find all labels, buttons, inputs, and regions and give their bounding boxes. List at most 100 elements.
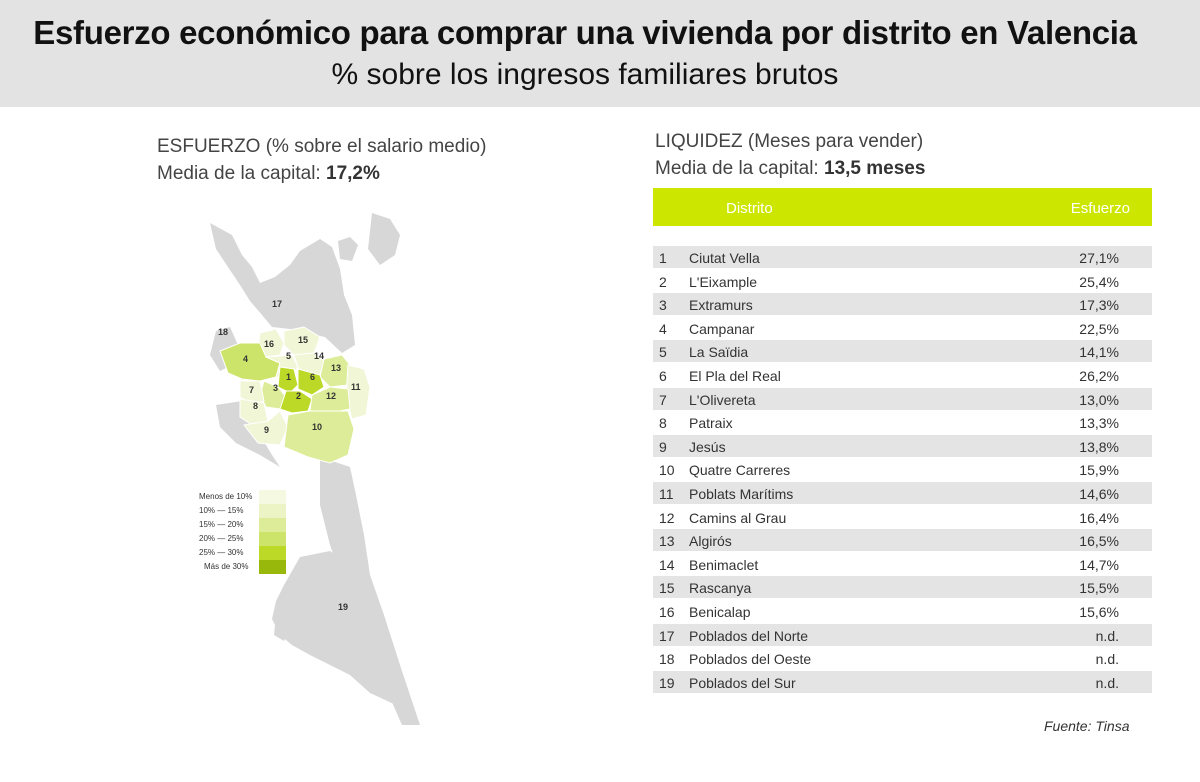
map-label-3: 3 (273, 383, 278, 393)
table-row: 12 Camins al Grau 16,4% (653, 506, 1152, 528)
column-header-effort: Esfuerzo (1070, 200, 1130, 217)
table-row: 3 Extramurs 17,3% (653, 293, 1152, 316)
effort-heading: ESFUERZO (% sobre el salario medio) (157, 136, 487, 157)
legend-item: Menos de 10% (195, 490, 290, 504)
row-district-name: Poblados del Norte (689, 627, 809, 644)
page-subtitle: % sobre los ingresos familiares brutos (331, 58, 839, 91)
row-number: 3 (659, 297, 667, 314)
map-label-17: 17 (272, 299, 282, 309)
page-title: Esfuerzo económico para comprar una vivi… (33, 14, 1137, 51)
table-row: 17 Poblados del Norte n.d. (653, 623, 1152, 646)
district-6 (297, 368, 325, 396)
row-number: 6 (659, 368, 667, 384)
row-effort-value: 27,1% (1079, 250, 1119, 266)
map-label-16: 16 (264, 339, 274, 349)
table-row: 9 Jesús 13,8% (653, 434, 1152, 457)
row-number: 1 (659, 250, 667, 266)
map-label-12: 12 (326, 391, 336, 401)
district-11 (345, 364, 371, 420)
liquidity-mean-value: 13,5 meses (824, 158, 926, 179)
row-district-name: Benicalap (689, 604, 751, 620)
row-number: 4 (659, 320, 667, 337)
row-effort-value: 14,1% (1079, 344, 1119, 361)
table-row: 13 Algirós 16,5% (653, 529, 1152, 552)
table-row: 18 Poblados del Oeste n.d. (653, 647, 1152, 669)
header-band: Esfuerzo económico para comprar una vivi… (0, 0, 1200, 107)
effort-mean-value: 17,2% (326, 163, 380, 184)
map-label-18: 18 (218, 327, 228, 337)
table-header: Distrito Esfuerzo (653, 188, 1152, 226)
row-number: 12 (659, 509, 675, 526)
row-district-name: Jesús (689, 438, 726, 455)
table-row: 7 L'Olivereta 13,0% (653, 387, 1152, 410)
row-number: 7 (659, 391, 667, 408)
map-region-south (272, 551, 396, 705)
legend-label: 15% — 20% (199, 520, 244, 529)
map-label-11: 11 (351, 382, 361, 392)
table-row: 4 Campanar 22,5% (653, 317, 1152, 339)
row-number: 9 (659, 438, 667, 455)
row-district-name: Extramurs (689, 297, 753, 314)
map-label-8: 8 (253, 401, 258, 411)
legend-swatch (259, 490, 286, 504)
liquidity-mean-label: Media de la capital: (655, 158, 819, 179)
row-district-name: Poblats Marítims (689, 486, 794, 502)
map-label-1: 1 (286, 372, 291, 382)
map-label-7: 7 (249, 385, 254, 395)
table-row: 5 La Saïdia 14,1% (653, 340, 1152, 363)
legend-label: 20% — 25% (199, 534, 244, 543)
table-row: 16 Benicalap 15,6% (653, 600, 1152, 622)
row-district-name: Poblados del Oeste (689, 651, 812, 668)
table-row: 1 Ciutat Vella 27,1% (653, 246, 1152, 268)
map-region-islet (338, 237, 358, 261)
liquidity-heading: LIQUIDEZ (Meses para vender) (655, 131, 924, 152)
map-region-south-strip (320, 457, 420, 725)
map-label-13: 13 (331, 363, 341, 373)
legend-label: 25% — 30% (199, 548, 244, 557)
legend-item: 10% — 15% (195, 504, 290, 518)
legend-item: 15% — 20% (195, 518, 290, 532)
legend-swatch (259, 532, 286, 546)
effort-heading-block: ESFUERZO (% sobre el salario medio) Medi… (157, 133, 486, 187)
table-row: 8 Patraix 13,3% (653, 411, 1152, 433)
row-effort-value: 17,3% (1079, 297, 1119, 314)
table-row: 15 Rascanya 15,5% (653, 576, 1152, 599)
row-district-name: Algirós (689, 533, 732, 550)
row-district-name: Poblados del Sur (689, 674, 796, 691)
table-row: 2 L'Eixample 25,4% (653, 270, 1152, 292)
table-row: 14 Benimaclet 14,7% (653, 553, 1152, 575)
map-region-north-east (368, 213, 400, 265)
row-district-name: L'Olivereta (689, 391, 756, 408)
row-number: 14 (659, 556, 675, 573)
row-district-name: Camins al Grau (689, 509, 787, 526)
legend-item: 20% — 25% (195, 532, 290, 546)
liquidity-heading-block: LIQUIDEZ (Meses para vender) Media de la… (655, 128, 925, 182)
row-effort-value: 16,4% (1079, 509, 1119, 526)
row-number: 5 (659, 344, 667, 361)
district-1 (277, 366, 299, 394)
row-district-name: Patraix (689, 415, 733, 432)
legend-label: 10% — 15% (199, 506, 244, 515)
row-effort-value: 14,7% (1079, 556, 1119, 573)
row-effort-value: 26,2% (1079, 368, 1119, 384)
row-number: 11 (659, 486, 674, 502)
map-label-10: 10 (312, 422, 322, 432)
row-effort-value: 15,5% (1079, 580, 1119, 597)
table-row: 10 Quatre Carreres 15,9% (653, 458, 1152, 480)
row-effort-value: 15,6% (1079, 604, 1119, 620)
map-label-15: 15 (298, 335, 308, 345)
legend-swatch (259, 546, 286, 560)
legend-swatch (259, 504, 286, 518)
row-effort-value: 13,3% (1079, 415, 1119, 432)
row-number: 8 (659, 415, 667, 432)
row-district-name: El Pla del Real (689, 368, 781, 384)
row-district-name: Ciutat Vella (689, 250, 760, 266)
row-effort-value: n.d. (1095, 651, 1119, 668)
map-label-14: 14 (314, 351, 324, 361)
row-effort-value: 16,5% (1079, 533, 1119, 550)
row-number: 2 (659, 273, 667, 290)
district-10 (283, 410, 355, 464)
legend-label: Más de 30% (204, 562, 249, 571)
row-effort-value: 14,6% (1079, 486, 1119, 502)
map-label-9: 9 (264, 425, 269, 435)
